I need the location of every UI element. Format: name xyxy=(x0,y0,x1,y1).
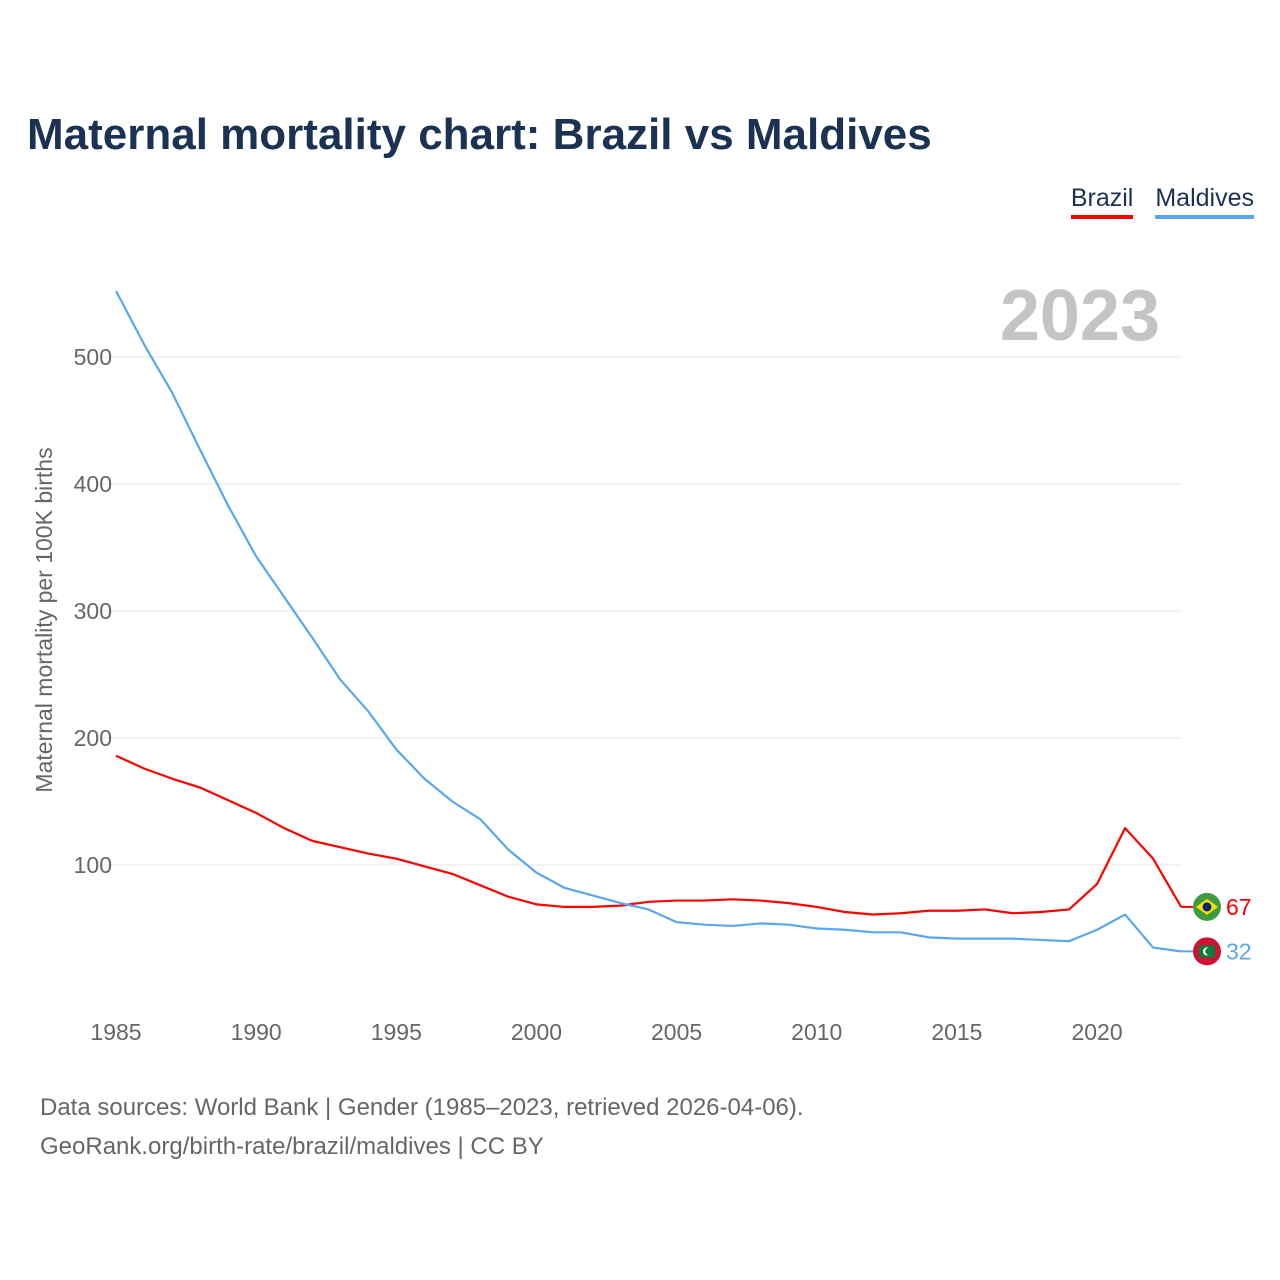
year-watermark: 2023 xyxy=(1000,276,1160,356)
chart-title: Maternal mortality chart: Brazil vs Mald… xyxy=(27,110,932,159)
y-tick-label: 300 xyxy=(74,598,112,624)
maldives-flag-crescent-cut xyxy=(1205,947,1213,955)
footer: Data sources: World Bank | Gender (1985–… xyxy=(40,1088,804,1166)
x-tick-label: 2015 xyxy=(931,1019,982,1045)
end-value-label-maldives: 32 xyxy=(1226,938,1252,964)
x-tick-label: 2005 xyxy=(651,1019,702,1045)
x-tick-label: 1985 xyxy=(90,1019,141,1045)
y-tick-label: 500 xyxy=(74,344,112,370)
y-tick-label: 400 xyxy=(74,471,112,497)
x-tick-label: 2000 xyxy=(511,1019,562,1045)
legend-maldives[interactable]: Maldives xyxy=(1155,184,1254,219)
brazil-flag-globe xyxy=(1202,902,1212,912)
y-axis-label: Maternal mortality per 100K births xyxy=(31,447,57,792)
series-line-maldives xyxy=(115,290,1182,953)
footer-credit: GeoRank.org/birth-rate/brazil/maldives |… xyxy=(40,1133,544,1160)
x-tick-label: 1990 xyxy=(231,1019,282,1045)
footer-sources: Data sources: World Bank | Gender (1985–… xyxy=(40,1094,804,1121)
legend-brazil[interactable]: Brazil xyxy=(1070,184,1134,219)
x-tick-label: 2020 xyxy=(1071,1019,1122,1045)
x-tick-label: 2010 xyxy=(791,1019,842,1045)
y-tick-label: 200 xyxy=(74,725,112,751)
x-tick-label: 1995 xyxy=(371,1019,422,1045)
end-value-label-brazil: 67 xyxy=(1226,894,1252,920)
y-tick-label: 100 xyxy=(74,852,112,878)
legend: Brazil Maldives xyxy=(1070,184,1254,219)
series-line-brazil xyxy=(115,754,1183,916)
